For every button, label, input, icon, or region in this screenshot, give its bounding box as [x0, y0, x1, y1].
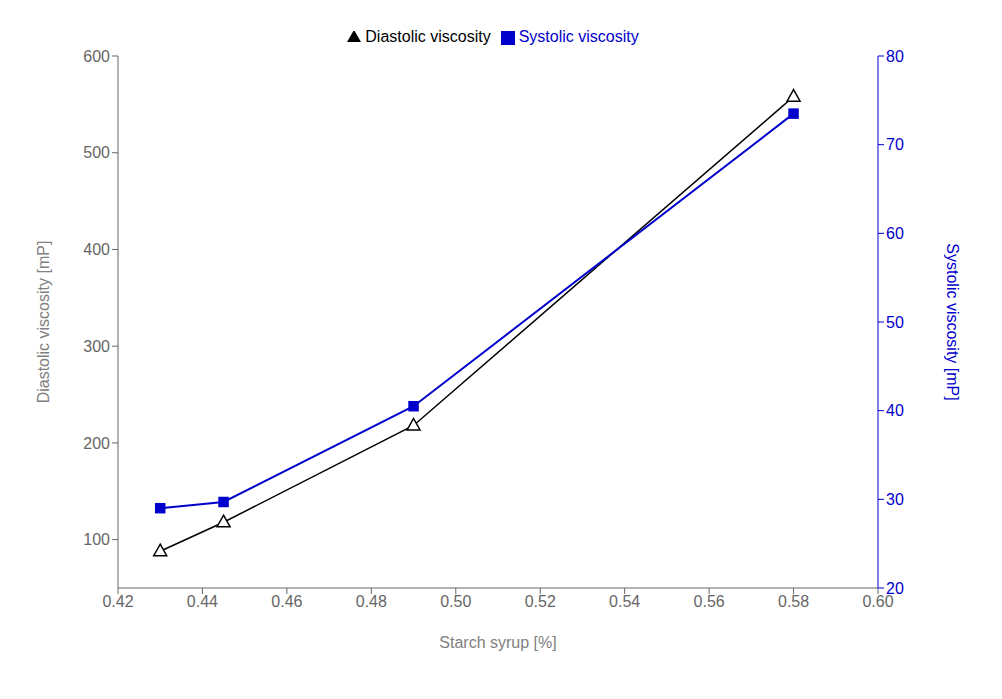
html-text:Diastolic viscosity: Diastolic viscosity [365, 28, 491, 45]
svg-text:Diastolic viscosity [mP]: Diastolic viscosity [mP] [35, 241, 52, 404]
svg-text:0.58: 0.58 [778, 593, 809, 610]
svg-text:0.50: 0.50 [440, 593, 471, 610]
svg-text:60: 60 [886, 225, 904, 242]
svg-text:300: 300 [83, 338, 110, 355]
svg-text:200: 200 [83, 435, 110, 452]
svg-text:20: 20 [886, 580, 904, 597]
svg-text:400: 400 [83, 241, 110, 258]
svg-text:Systolic viscosity [mP]: Systolic viscosity [mP] [944, 243, 961, 400]
svg-text:100: 100 [83, 531, 110, 548]
svg-text:Starch syrup [%]: Starch syrup [%] [439, 634, 556, 651]
svg-text:0.60: 0.60 [862, 593, 894, 611]
svg-text:0.52: 0.52 [525, 593, 556, 610]
svg-text:500: 500 [83, 144, 110, 161]
svg-text:0.42: 0.42 [102, 593, 133, 610]
svg-text:600: 600 [83, 48, 110, 65]
html-text:Systolic viscosity: Systolic viscosity [518, 28, 639, 45]
svg-text:0.44: 0.44 [187, 593, 218, 610]
svg-text:70: 70 [886, 136, 904, 153]
svg-text:0.46: 0.46 [271, 593, 302, 610]
svg-text:0.54: 0.54 [609, 593, 640, 610]
svg-text:50: 50 [886, 314, 904, 331]
svg-text:80: 80 [886, 48, 904, 65]
svg-text:0.48: 0.48 [356, 593, 387, 610]
svg-text:40: 40 [886, 402, 904, 419]
svg-text:30: 30 [886, 491, 904, 508]
svg-text:0.56: 0.56 [694, 593, 725, 610]
